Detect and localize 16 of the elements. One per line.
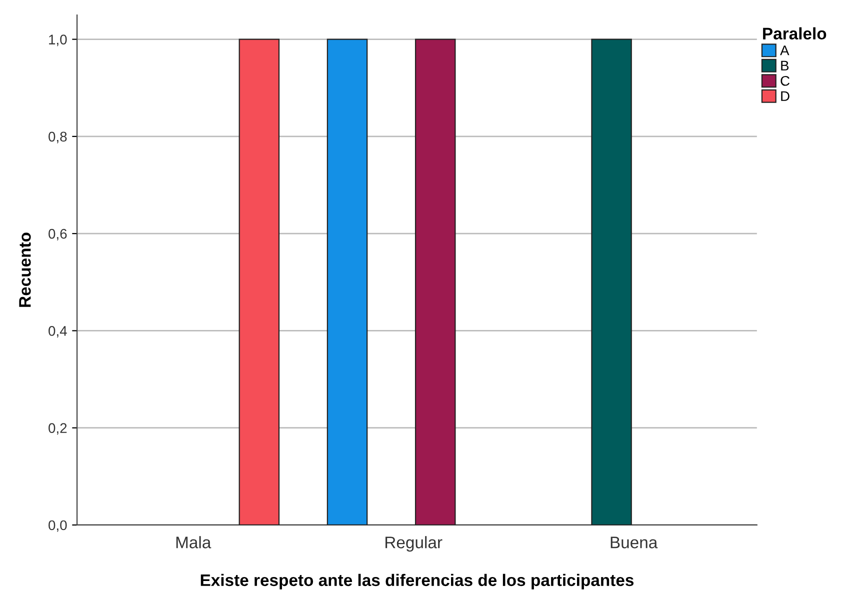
legend-label: D (781, 91, 790, 101)
y-tick-label: 0,4 (48, 326, 67, 338)
legend-label: A (780, 46, 790, 56)
y-tick-label: 0,0 (48, 520, 67, 532)
x-tick-label: Buena (610, 536, 658, 548)
x-tick-label: Regular (386, 536, 442, 552)
y-tick-label: 0,8 (48, 132, 67, 144)
x-axis-title: Existe respeto ante las diferencias de los participantes (200, 574, 634, 590)
y-tick-label: 0,2 (48, 423, 67, 435)
legend-label: C (780, 76, 790, 86)
y-tick-label: 1,0 (49, 34, 67, 46)
y-axis-title: Recuento (19, 232, 31, 307)
legend-label: B (781, 60, 789, 70)
y-tick-label: 0,6 (48, 228, 67, 240)
x-tick-label: Mala (176, 536, 212, 548)
legend-title: Paralelo (763, 27, 826, 40)
